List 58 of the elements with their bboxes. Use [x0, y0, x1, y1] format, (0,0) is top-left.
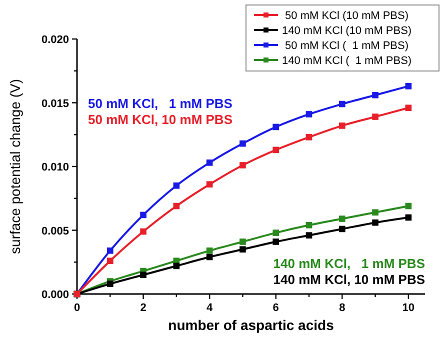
point: [372, 114, 378, 120]
x-tick-label: 10: [402, 302, 415, 314]
y-tick-label: 0.005: [41, 225, 69, 238]
point: [306, 232, 312, 239]
point: [338, 216, 346, 222]
point: [173, 182, 180, 189]
point: [140, 272, 146, 278]
point: [338, 100, 346, 108]
point: [106, 247, 114, 254]
point: [405, 202, 412, 210]
legend-label: 50 mM KCl ( 1 mM PBS): [282, 40, 409, 52]
point: [272, 124, 280, 130]
point: [240, 238, 246, 245]
x-tick-label: 0: [74, 302, 80, 314]
point: [140, 228, 146, 235]
point: [372, 209, 378, 216]
y-tick-label: 0.010: [41, 162, 69, 174]
point: [272, 146, 280, 154]
point: [206, 160, 213, 166]
point: [372, 219, 378, 226]
annotation: 50 mM KCl, 1 mM PBS: [88, 96, 233, 111]
legend-label: 50 mM KCl (10 mM PBS): [282, 10, 409, 22]
point: [106, 280, 114, 287]
x-tick-label: 6: [272, 302, 279, 314]
point: [372, 92, 378, 98]
annotation: 140 mM KCl, 10 mM PBS: [273, 272, 426, 287]
legend-label: 140 mM KCl (10 mM PBS): [282, 25, 412, 37]
x-tick-label: 2: [140, 302, 146, 314]
text: 0.000: [41, 289, 69, 301]
point: [106, 258, 114, 264]
y-tick-label: 0.015: [41, 98, 69, 110]
point: [405, 83, 412, 90]
point: [272, 230, 280, 236]
point: [306, 222, 312, 228]
y-tick-label: 0.020: [41, 34, 69, 46]
point: [405, 214, 412, 221]
x-axis-title: number of aspartic acids: [168, 317, 334, 333]
point: [272, 238, 280, 245]
point: [206, 247, 213, 254]
point: [240, 162, 246, 168]
annotation: 50 mM KCl, 10 mM PBS: [88, 112, 233, 127]
point: [405, 104, 412, 112]
point: [240, 140, 246, 147]
point: [306, 134, 312, 140]
point: [173, 202, 180, 210]
point: [206, 181, 213, 188]
point: [338, 122, 346, 129]
legend-label: 140 mM KCl ( 1 mM PBS): [282, 55, 412, 67]
point: [140, 212, 146, 218]
point: [338, 226, 346, 232]
point: [306, 111, 312, 118]
point: [240, 246, 246, 253]
y-axis-title: surface potential change (V): [7, 78, 23, 254]
x-tick-label: 4: [206, 302, 214, 314]
point: [173, 262, 180, 270]
point: [206, 254, 213, 260]
annotation: 140 mM KCl, 1 mM PBS: [273, 256, 426, 271]
x-tick-label: 8: [339, 302, 346, 314]
